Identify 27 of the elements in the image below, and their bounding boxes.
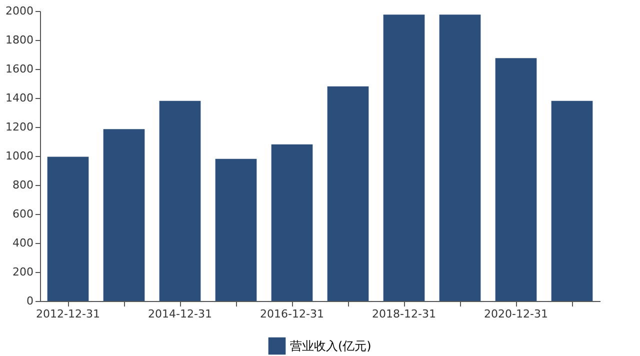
bar [495, 58, 537, 301]
y-tick-label: 400 [12, 236, 34, 250]
x-tick-label: 2020-12-31 [484, 308, 548, 320]
y-tick-label: 1200 [6, 120, 34, 134]
y-tick-label: 0 [26, 294, 34, 308]
y-tick-label: 1400 [6, 92, 34, 104]
legend-label: 营业收入(亿元) [290, 339, 372, 353]
bar [215, 158, 257, 301]
y-tick-label: 200 [12, 266, 34, 278]
y-tick-label: 800 [12, 178, 34, 192]
y-tick-label: 1800 [6, 34, 34, 46]
bar [383, 14, 425, 301]
x-tick-label: 2018-12-31 [372, 308, 436, 320]
bar [327, 86, 369, 301]
bar [551, 100, 593, 301]
bar [47, 156, 89, 301]
y-tick-label: 1600 [6, 62, 34, 76]
bar [439, 14, 481, 301]
bar [103, 129, 145, 301]
y-tick-label: 2000 [6, 4, 34, 18]
bar [271, 144, 313, 301]
x-tick-label: 2014-12-31 [148, 308, 212, 320]
x-tick-label: 2016-12-31 [260, 308, 324, 320]
y-tick-label: 600 [12, 208, 34, 220]
x-tick-label: 2012-12-31 [36, 308, 100, 320]
y-tick-label: 1000 [6, 150, 34, 162]
bar [159, 100, 201, 301]
